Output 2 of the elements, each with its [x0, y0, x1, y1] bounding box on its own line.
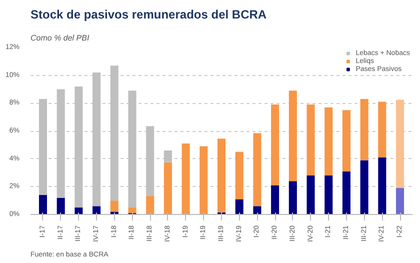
chart-subtitle: Como % del PBI	[30, 34, 90, 42]
chart-title: Stock de pasivos remunerados del BCRA	[30, 8, 267, 22]
